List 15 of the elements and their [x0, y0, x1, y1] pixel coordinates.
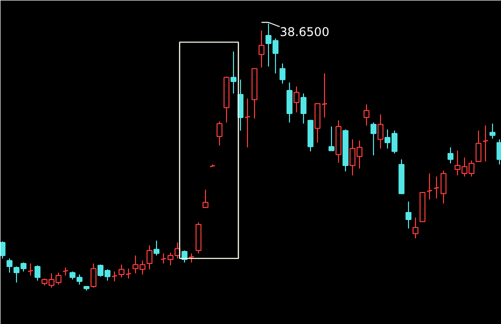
- candlestick: [62, 267, 69, 276]
- candlestick: [378, 114, 384, 149]
- candlestick: [482, 124, 489, 162]
- candlestick: [244, 98, 251, 148]
- annotation: 38.6500: [280, 25, 330, 40]
- candlestick: [406, 201, 412, 230]
- candlestick: [412, 217, 418, 239]
- candlestick: [146, 244, 152, 270]
- candlestick: [294, 86, 300, 113]
- candlestick: [258, 30, 264, 68]
- candlestick: [230, 51, 236, 94]
- candlestick: [27, 263, 34, 276]
- candlestick: [286, 82, 292, 124]
- candlestick: [111, 271, 118, 282]
- candlestick: [426, 173, 433, 200]
